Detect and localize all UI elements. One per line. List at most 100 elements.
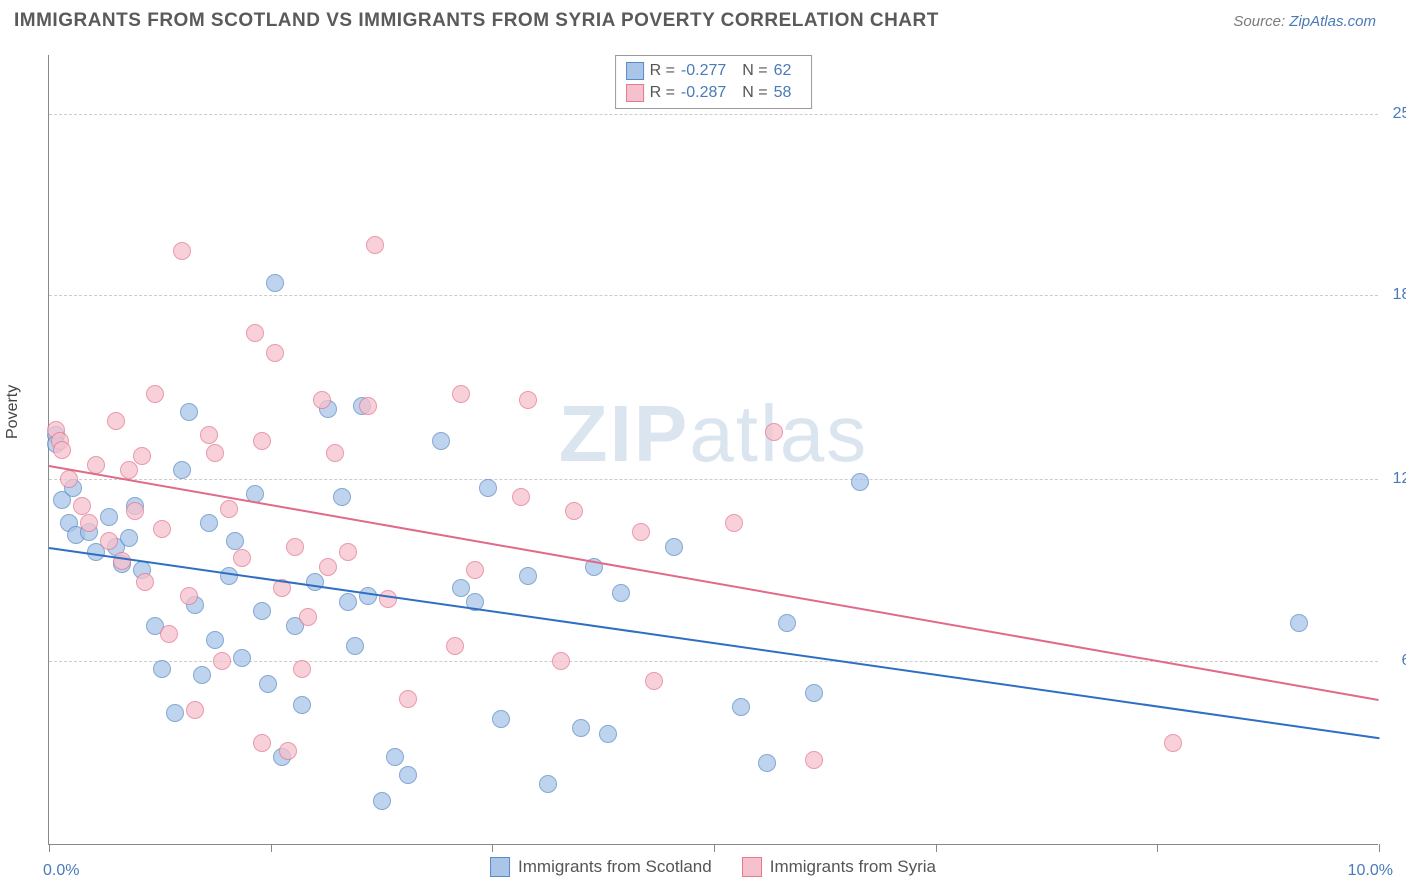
watermark-bold: ZIP [559,389,689,478]
data-point [725,514,743,532]
data-point [120,461,138,479]
grid-line [49,114,1378,115]
data-point [180,587,198,605]
data-point [73,497,91,515]
data-point [246,324,264,342]
x-tick [271,844,272,852]
data-point [632,523,650,541]
data-point [512,488,530,506]
data-point [253,602,271,620]
data-point [136,573,154,591]
data-point [333,488,351,506]
data-point [153,520,171,538]
x-tick [49,844,50,852]
legend-item: Immigrants from Syria [742,857,936,877]
data-point [359,397,377,415]
data-point [220,567,238,585]
data-point [286,538,304,556]
data-point [645,672,663,690]
r-label: R = [650,62,675,80]
data-point [279,742,297,760]
data-point [565,502,583,520]
series-legend: Immigrants from Scotland Immigrants from … [490,857,936,877]
data-point [213,652,231,670]
trend-line [49,547,1379,739]
legend-label: Immigrants from Scotland [518,857,712,877]
data-point [1164,734,1182,752]
data-point [805,684,823,702]
data-point [206,631,224,649]
stats-row: R =-0.277N =62 [626,60,802,82]
n-value: 58 [774,84,792,102]
data-point [120,529,138,547]
x-tick [492,844,493,852]
data-point [233,649,251,667]
data-point [778,614,796,632]
x-axis-min-label: 0.0% [43,862,79,880]
legend-swatch [626,62,644,80]
data-point [452,385,470,403]
data-point [373,792,391,810]
data-point [432,432,450,450]
data-point [665,538,683,556]
chart-container: ZIPatlas R =-0.277N =62R =-0.287N =58 6.… [48,55,1378,845]
source-prefix: Source: [1233,13,1289,30]
data-point [100,508,118,526]
data-point [452,579,470,597]
data-point [146,385,164,403]
plot-area: ZIPatlas R =-0.277N =62R =-0.287N =58 6.… [48,55,1378,845]
data-point [519,567,537,585]
data-point [466,561,484,579]
legend-swatch [490,857,510,877]
data-point [492,710,510,728]
data-point [153,660,171,678]
grid-line [49,295,1378,296]
x-tick [1157,844,1158,852]
data-point [220,500,238,518]
data-point [293,696,311,714]
data-point [599,725,617,743]
r-label: R = [650,84,675,102]
data-point [253,432,271,450]
data-point [233,549,251,567]
data-point [160,625,178,643]
data-point [113,552,131,570]
data-point [53,441,71,459]
data-point [758,754,776,772]
data-point [253,734,271,752]
watermark: ZIPatlas [559,388,868,480]
x-tick [936,844,937,852]
data-point [732,698,750,716]
data-point [200,426,218,444]
data-point [166,704,184,722]
y-tick-label: 12.5% [1393,470,1406,488]
data-point [479,479,497,497]
stats-legend: R =-0.277N =62R =-0.287N =58 [615,55,813,109]
legend-swatch [742,857,762,877]
data-point [552,652,570,670]
data-point [339,593,357,611]
data-point [293,660,311,678]
data-point [446,637,464,655]
data-point [87,456,105,474]
trend-line [49,465,1379,701]
data-point [259,675,277,693]
data-point [346,637,364,655]
data-point [366,236,384,254]
n-value: 62 [774,62,792,80]
data-point [539,775,557,793]
data-point [519,391,537,409]
data-point [107,412,125,430]
data-point [612,584,630,602]
data-point [339,543,357,561]
data-point [1290,614,1308,632]
stats-row: R =-0.287N =58 [626,82,802,104]
data-point [180,403,198,421]
data-point [399,766,417,784]
data-point [313,391,331,409]
chart-title: IMMIGRANTS FROM SCOTLAND VS IMMIGRANTS F… [14,10,939,32]
data-point [173,461,191,479]
data-point [805,751,823,769]
source-link[interactable]: ZipAtlas.com [1289,13,1376,30]
x-tick [714,844,715,852]
